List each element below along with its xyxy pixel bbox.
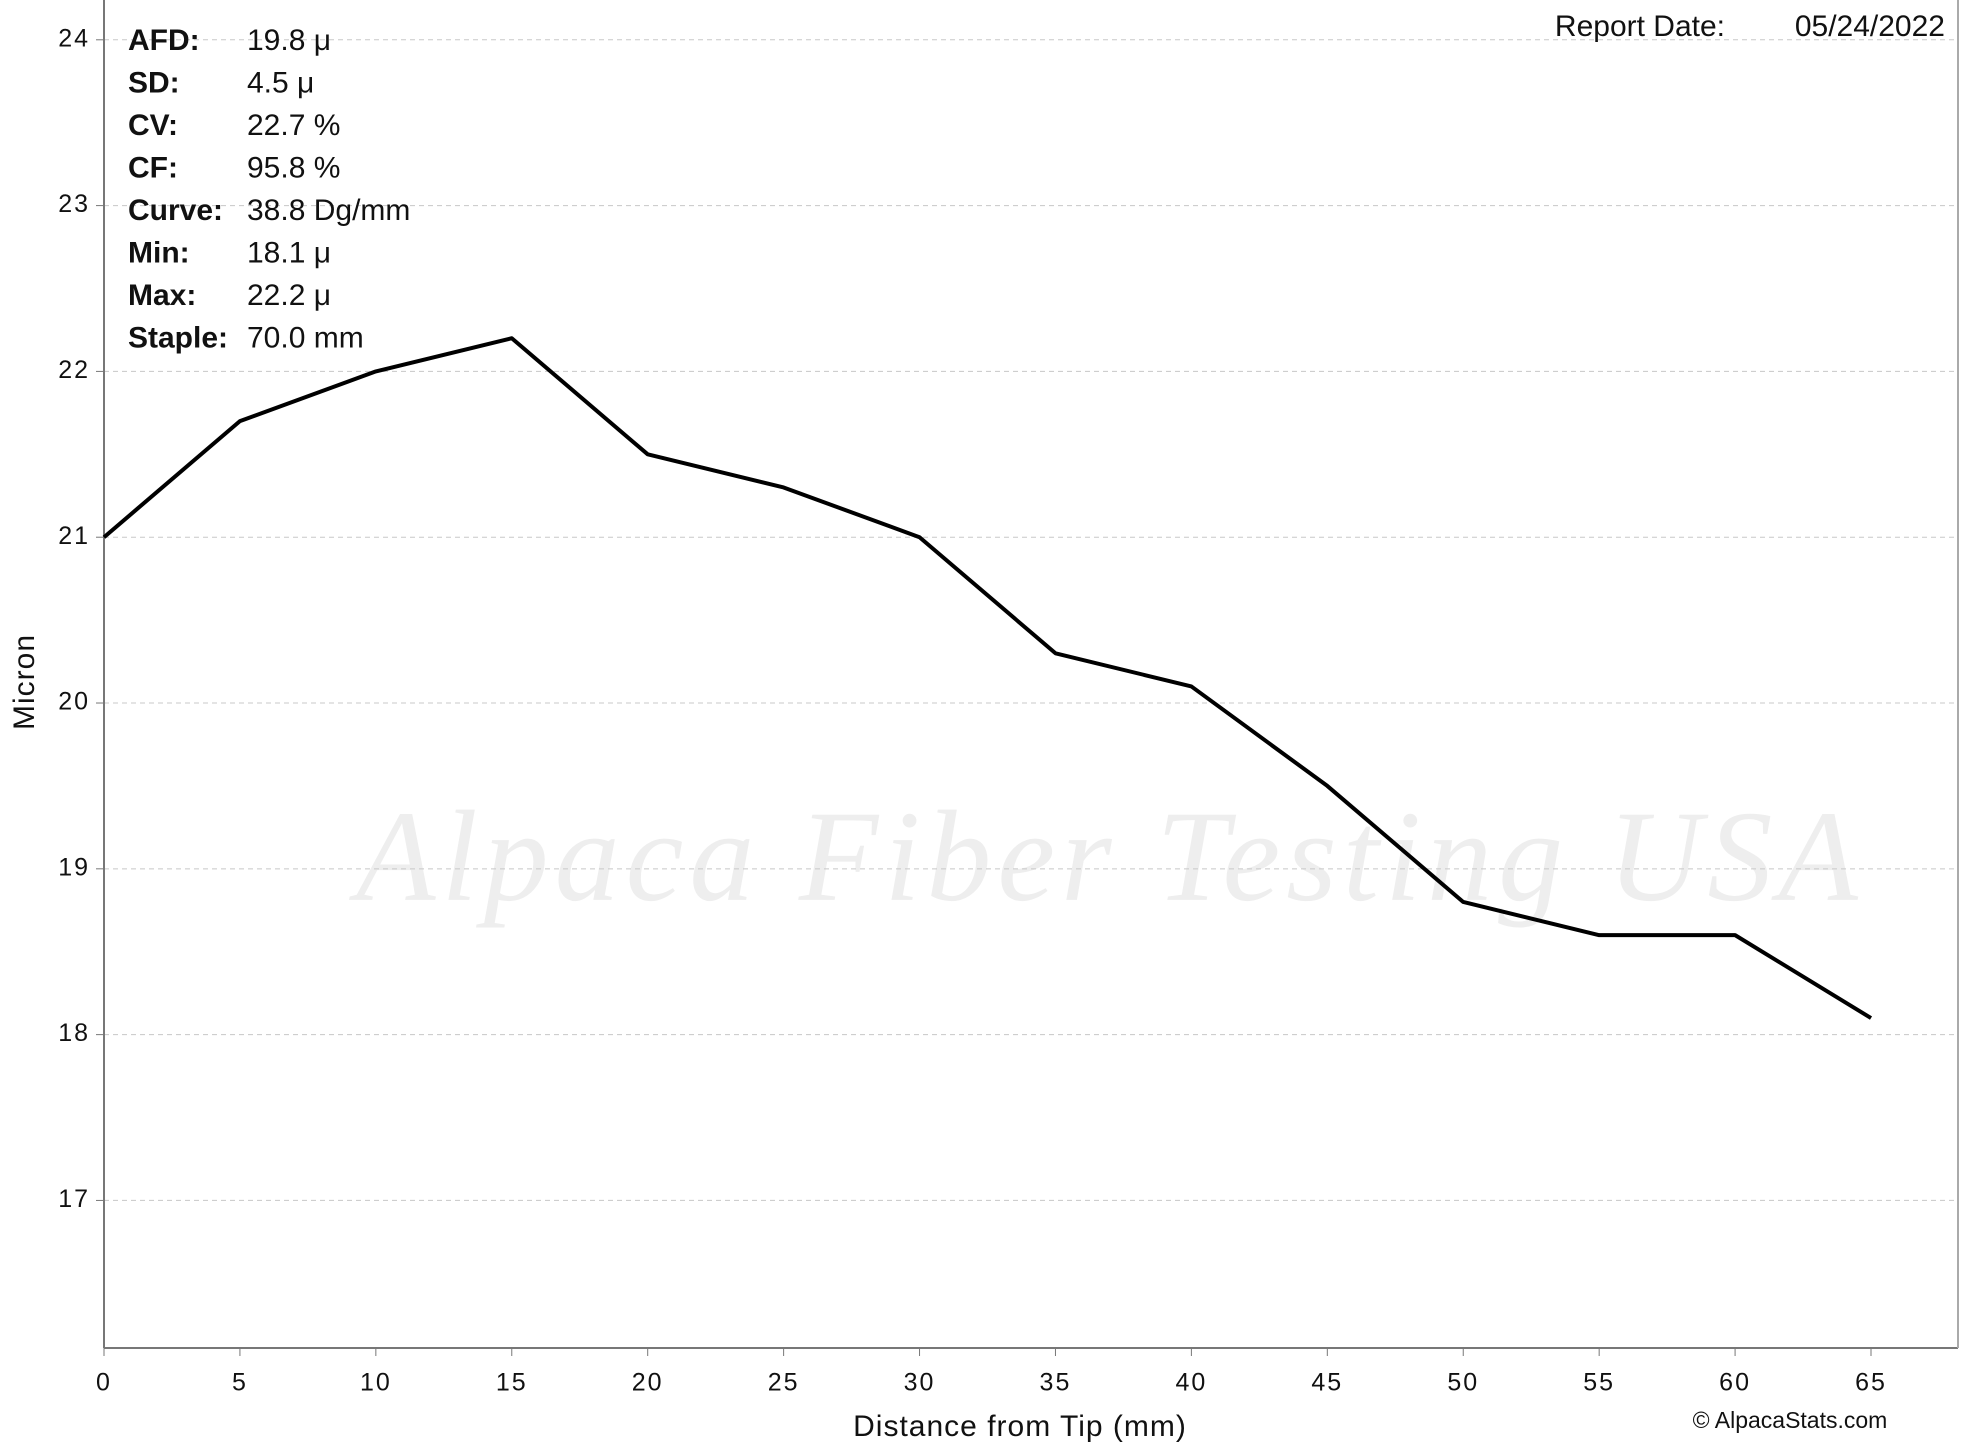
stat-label: Curve: — [128, 194, 223, 227]
stat-value: 18.1 μ — [247, 236, 331, 269]
x-tick-label: 60 — [1719, 1369, 1751, 1397]
stat-value: 38.8 Dg/mm — [247, 194, 410, 227]
x-tick-label: 20 — [632, 1369, 664, 1397]
stat-label: Staple: — [128, 321, 228, 354]
data-line — [102, 336, 1873, 1020]
x-tick-label: 0 — [96, 1369, 112, 1397]
x-tick-label: 50 — [1447, 1369, 1479, 1397]
x-tick-label: 10 — [360, 1369, 392, 1397]
watermark: Alpaca Fiber Testing USA — [348, 785, 1864, 929]
x-tick-label: 35 — [1040, 1369, 1072, 1397]
report-date: 05/24/2022 — [1795, 10, 1945, 43]
stat-value: 22.7 % — [247, 109, 340, 142]
report-date-label: Report Date: — [1555, 10, 1725, 43]
y-axis-label: Micron — [8, 634, 41, 730]
stat-value: 22.2 μ — [247, 279, 331, 312]
y-tick-label: 18 — [58, 1019, 90, 1047]
stat-label: CV: — [128, 109, 178, 142]
stat-label: Max: — [128, 279, 196, 312]
stat-value: 70.0 mm — [247, 321, 364, 354]
stat-label: Min: — [128, 236, 190, 269]
x-axis-label: Distance from Tip (mm) — [853, 1410, 1187, 1443]
y-tick-label: 21 — [58, 522, 90, 550]
y-tick-label: 20 — [58, 688, 90, 716]
stat-value: 19.8 μ — [247, 24, 331, 57]
y-tick-label: 22 — [58, 356, 90, 384]
x-tick-label: 65 — [1855, 1369, 1887, 1397]
stat-label: CF: — [128, 151, 178, 184]
y-tick-label: 23 — [58, 190, 90, 218]
x-tick-label: 15 — [496, 1369, 528, 1397]
x-tick-label: 55 — [1583, 1369, 1615, 1397]
x-tick-label: 45 — [1311, 1369, 1343, 1397]
x-tick-label: 25 — [768, 1369, 800, 1397]
y-tick-label: 17 — [58, 1185, 90, 1213]
x-tick-label: 5 — [232, 1369, 248, 1397]
stat-value: 4.5 μ — [247, 66, 314, 99]
y-tick-label: 19 — [58, 853, 90, 881]
x-tick-label: 40 — [1175, 1369, 1207, 1397]
x-tick-label: 30 — [904, 1369, 936, 1397]
y-tick-label: 24 — [58, 24, 90, 52]
stat-value: 95.8 % — [247, 151, 340, 184]
stat-label: AFD: — [128, 24, 200, 57]
stat-label: SD: — [128, 66, 180, 99]
credit: © AlpacaStats.com — [1693, 1407, 1888, 1433]
